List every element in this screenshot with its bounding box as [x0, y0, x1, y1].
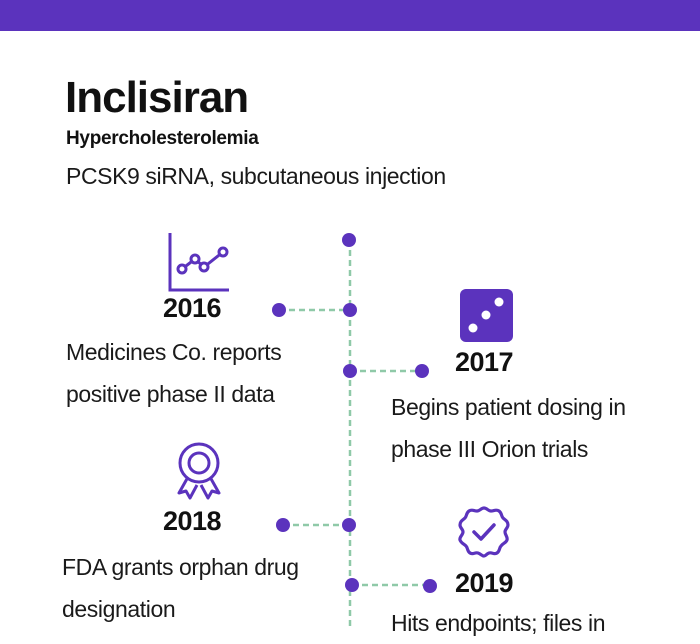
event-text-line: FDA grants orphan drug — [62, 554, 299, 580]
timeline-dot-2017 — [415, 364, 429, 378]
timeline-dot-2018 — [276, 518, 290, 532]
line-chart-icon — [168, 233, 229, 292]
timeline-dot-2016 — [272, 303, 286, 317]
timeline-spine — [272, 233, 437, 630]
event-text-line: phase III Orion trials — [391, 436, 589, 462]
timeline-node-2016 — [343, 303, 357, 317]
event-year: 2017 — [455, 347, 514, 377]
drug-title: Inclisiran — [65, 73, 249, 122]
event-year: 2018 — [163, 506, 222, 536]
event-year: 2019 — [455, 568, 514, 598]
event-text-line: Hits endpoints; files in — [391, 610, 606, 636]
event-text-line: Medicines Co. reports — [66, 339, 282, 365]
drug-description: PCSK9 siRNA, subcutaneous injection — [66, 163, 446, 189]
timeline-node-2018 — [342, 518, 356, 532]
timeline-start-dot — [342, 233, 356, 247]
dice-icon — [460, 289, 513, 342]
timeline-dot-2019 — [423, 579, 437, 593]
indication-label: Hypercholesterolemia — [66, 128, 259, 149]
header-bar — [0, 0, 700, 31]
event-text-line: Begins patient dosing in — [391, 394, 626, 420]
award-ribbon-icon — [177, 442, 221, 500]
timeline-node-2017 — [343, 364, 357, 378]
timeline-node-2019 — [345, 578, 359, 592]
event-year: 2016 — [163, 293, 222, 323]
event-text-line: designation — [62, 596, 176, 622]
event-text-line: positive phase II data — [66, 381, 275, 407]
verified-badge-icon — [458, 506, 510, 558]
